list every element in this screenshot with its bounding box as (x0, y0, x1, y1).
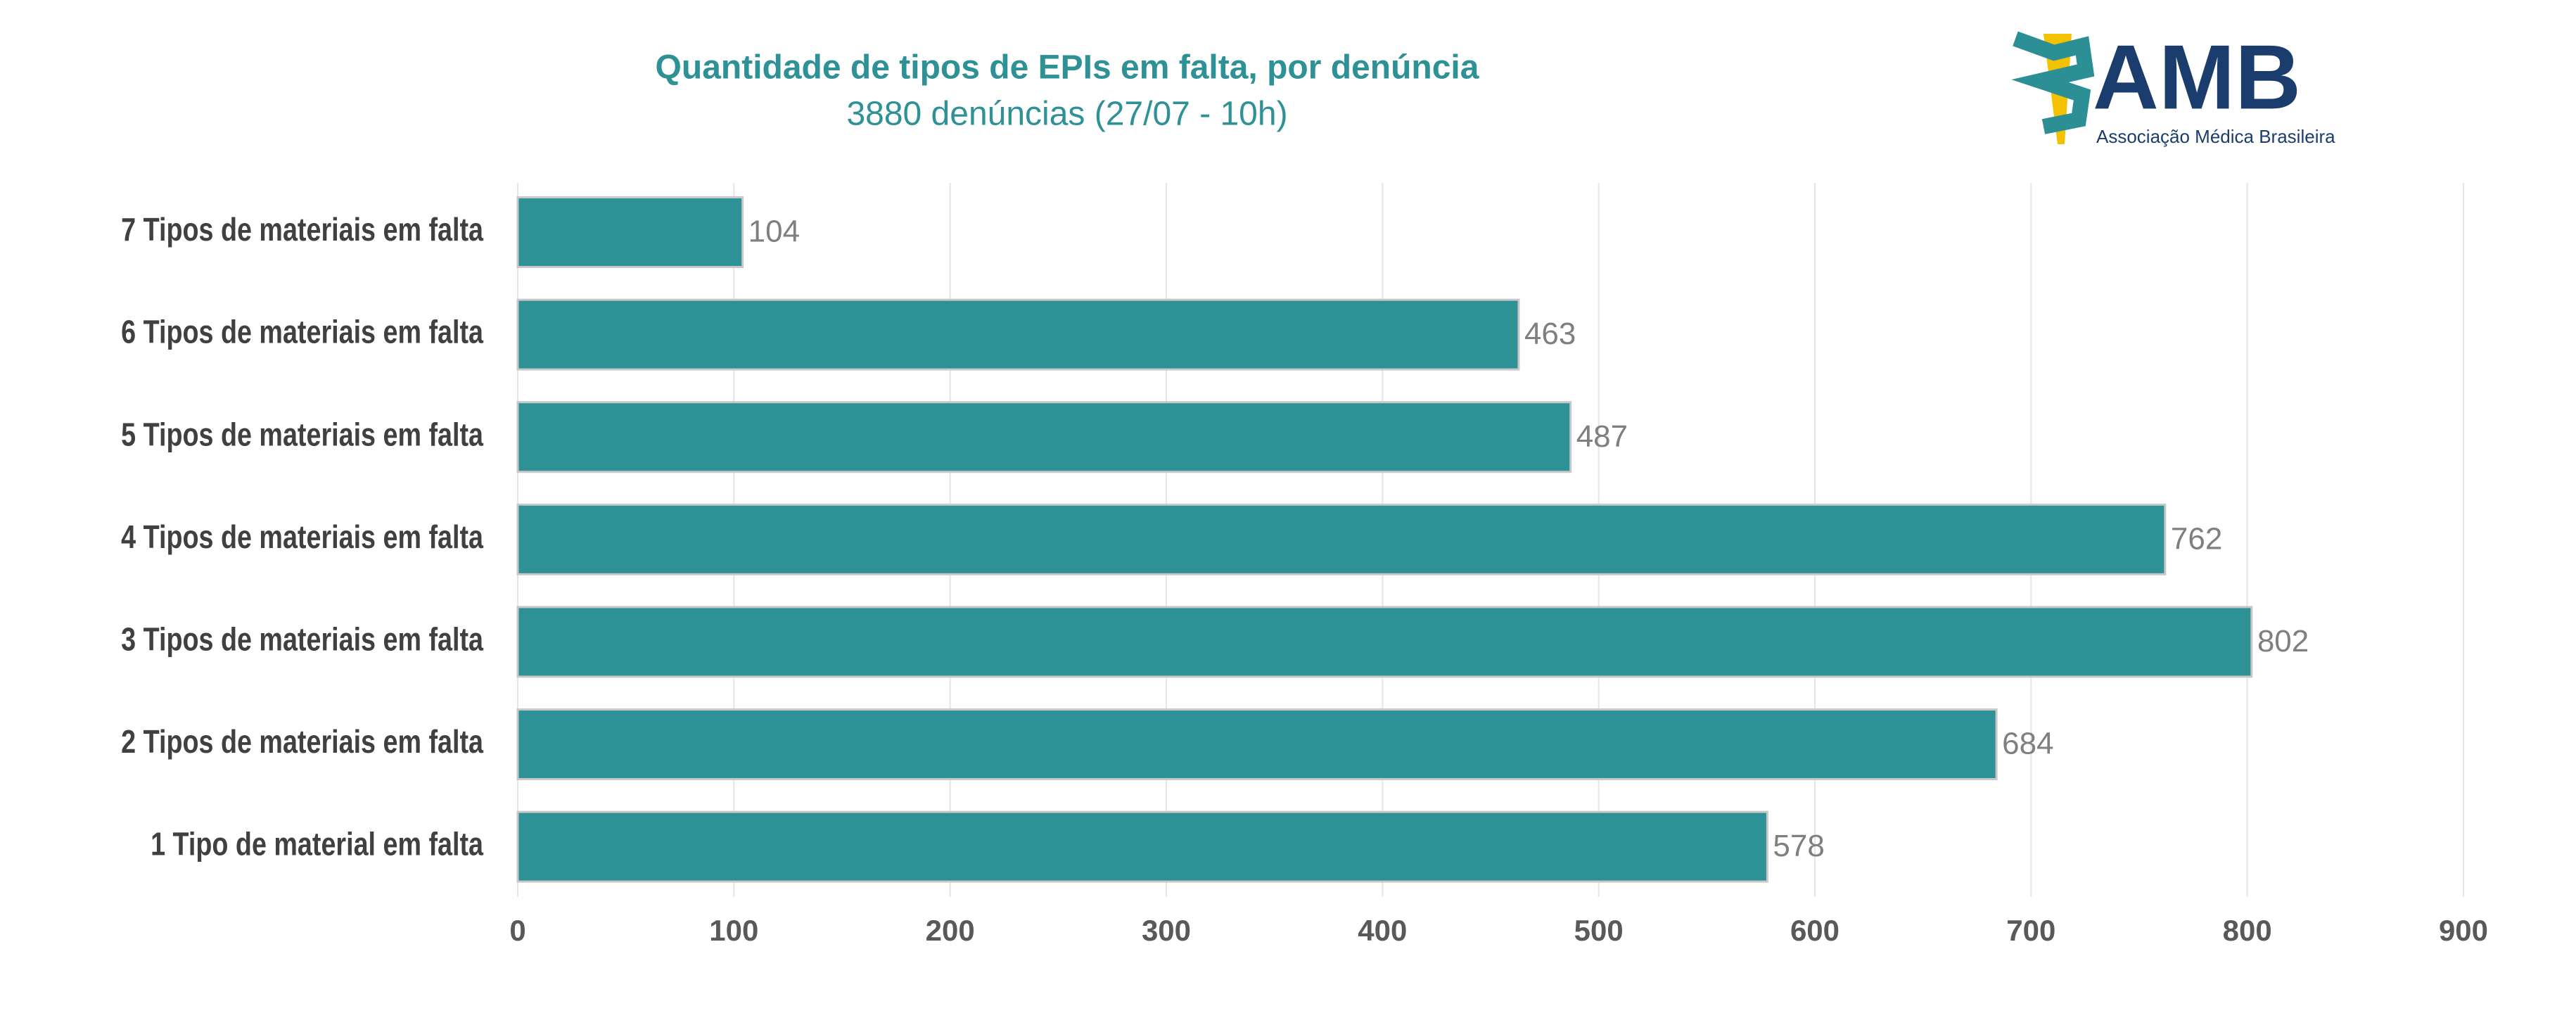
x-tick-label: 900 (2439, 914, 2488, 947)
x-tick-label: 300 (1142, 914, 1191, 947)
bar (516, 196, 744, 268)
y-tick-label: 3 Tipos de materiais em falta (121, 621, 483, 657)
x-tick-label: 800 (2223, 914, 2272, 947)
bar (516, 503, 2167, 575)
y-tick-label: 5 Tipos de materiais em falta (121, 416, 483, 452)
value-label: 802 (2257, 624, 2309, 658)
logo-snake (2011, 31, 2095, 134)
value-label: 104 (748, 215, 800, 249)
chart-title: Quantidade de tipos de EPIs em falta, po… (656, 49, 1479, 87)
x-tick-label: 200 (926, 914, 975, 947)
x-tick-label: 700 (2006, 914, 2055, 947)
value-label: 487 (1576, 419, 1628, 454)
value-label: 762 (2171, 521, 2222, 556)
y-tick-label: 4 Tipos de materiais em falta (121, 518, 483, 554)
x-tick-label: 500 (1574, 914, 1624, 947)
logo-tagline: Associação Médica Brasileira (2096, 126, 2335, 147)
logo: AMB Associação Médica Brasileira (2011, 25, 2335, 147)
chart-subtitle: 3880 denúncias (27/07 - 10h) (846, 96, 1287, 133)
value-label: 463 (1524, 317, 1576, 351)
bar (516, 401, 1572, 473)
y-tick-label: 1 Tipo de material em falta (151, 826, 483, 862)
x-tick-label: 0 (509, 914, 525, 947)
bar (516, 810, 1768, 883)
x-tick-label: 400 (1358, 914, 1407, 947)
y-tick-label: 7 Tipos de materiais em falta (121, 212, 483, 248)
bar (516, 606, 2253, 678)
logo-name: AMB (2093, 25, 2301, 128)
bar (516, 708, 1998, 780)
bar (516, 298, 1520, 371)
y-tick-label: 6 Tipos de materiais em falta (121, 314, 483, 350)
x-tick-label: 600 (1790, 914, 1839, 947)
y-tick-label: 2 Tipos de materiais em falta (121, 724, 483, 760)
x-tick-label: 100 (709, 914, 758, 947)
value-label: 684 (2002, 727, 2053, 761)
value-label: 578 (1773, 829, 1824, 863)
